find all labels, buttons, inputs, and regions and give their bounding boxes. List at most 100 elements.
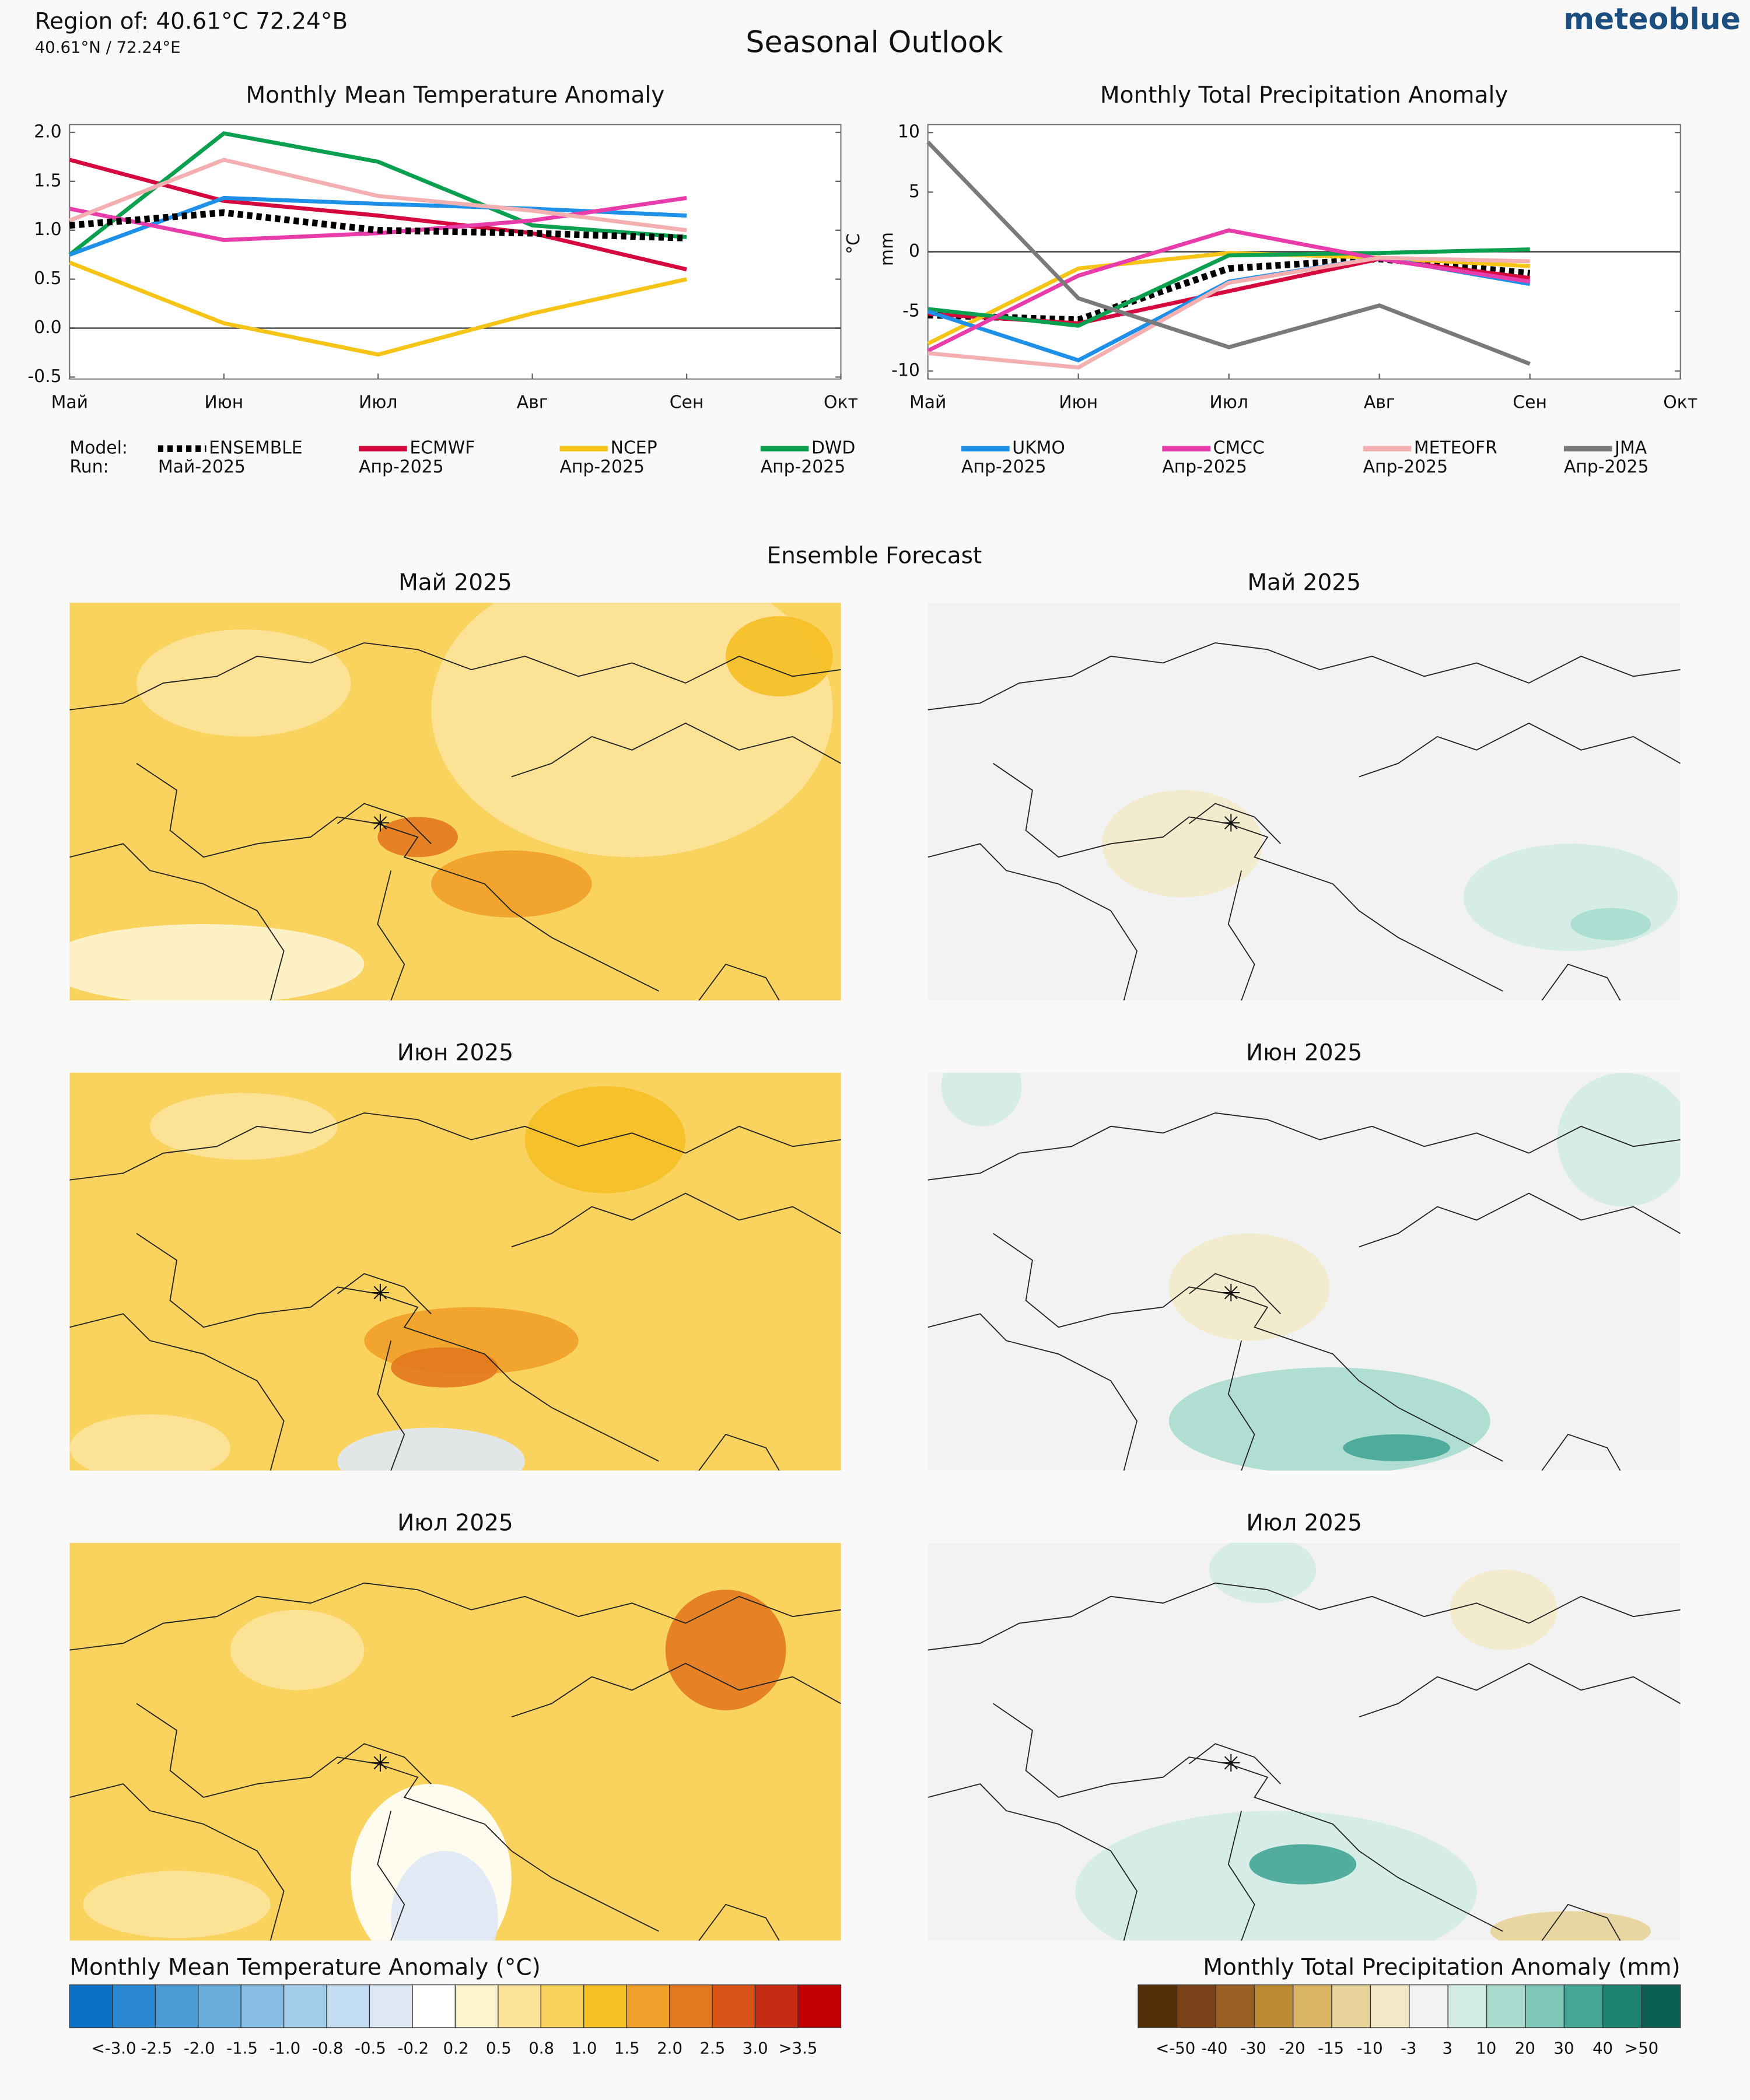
map: ✳ <box>69 603 841 1001</box>
colorbar-label: -1.5 <box>226 2039 258 2058</box>
legend-run: Апр-2025 <box>1162 457 1247 477</box>
y-tick-label: 0.5 <box>34 268 61 289</box>
colorbar-label: -2.0 <box>184 2039 215 2058</box>
site-marker: ✳ <box>1221 1749 1241 1777</box>
x-tick-label: Июн <box>1059 393 1098 413</box>
colorbar-label: <-50 <box>1156 2039 1195 2058</box>
y-tick-label: 1.0 <box>34 219 61 240</box>
series-line <box>69 209 687 242</box>
map-title: Май 2025 <box>1247 570 1361 596</box>
x-tick-label: Окт <box>824 393 858 413</box>
legend-run: Апр-2025 <box>1564 457 1648 477</box>
map: ✳ <box>928 1542 1681 1941</box>
map-field <box>337 1427 525 1471</box>
x-tick-label: Июл <box>359 393 397 413</box>
colorbar-label: 1.0 <box>572 2039 597 2058</box>
legend-name: METEOFR <box>1414 438 1497 459</box>
series-line <box>69 158 687 272</box>
legend-run: Апр-2025 <box>1363 457 1448 477</box>
colorbar-label: 10 <box>1476 2039 1496 2058</box>
map-field <box>665 1590 786 1710</box>
y-tick-label: 1.5 <box>34 170 61 191</box>
x-tick-label: Июл <box>1209 393 1248 413</box>
colorbar-swatch <box>1331 1984 1371 2028</box>
run-label: Run: <box>69 457 108 477</box>
colorbar-swatch <box>668 1984 713 2028</box>
map-field <box>1168 1233 1330 1341</box>
map-field <box>1490 1911 1651 1941</box>
chart-title: Monthly Mean Temperature Anomaly <box>246 82 664 108</box>
colorbar-label: -40 <box>1201 2039 1227 2058</box>
map: ✳ <box>69 1073 841 1471</box>
series-line <box>927 228 1531 353</box>
x-tick-label: Окт <box>1663 393 1698 413</box>
colorbar-swatch <box>283 1984 327 2028</box>
series-line <box>68 131 687 257</box>
map-field <box>1343 1434 1450 1461</box>
colorbar-swatch <box>1138 1984 1178 2028</box>
y-tick-label: -5 <box>902 300 920 321</box>
map-field <box>1075 1811 1477 1941</box>
legend-run: Май-2025 <box>158 457 246 477</box>
map-field <box>726 616 833 696</box>
legend-run: Апр-2025 <box>761 457 845 477</box>
map-title: Июл 2025 <box>397 1510 513 1536</box>
legend-run: Апр-2025 <box>559 457 644 477</box>
series-line <box>69 260 687 357</box>
map-field <box>1168 1367 1490 1471</box>
map-field <box>150 1093 338 1160</box>
plot-frame <box>69 124 842 380</box>
legend-run: Апр-2025 <box>961 457 1046 477</box>
colorbar-swatch <box>155 1984 199 2028</box>
colorbar-swatch <box>198 1984 242 2028</box>
colorbar-label: 0.2 <box>443 2039 469 2058</box>
colorbar-title: Monthly Mean Temperature Anomaly (°C) <box>69 1954 540 1980</box>
colorbar-label: 2.5 <box>700 2039 726 2058</box>
x-tick-label: Май <box>909 393 946 413</box>
colorbar-swatch <box>454 1984 499 2028</box>
colorbar-swatch <box>1525 1984 1565 2028</box>
x-tick-label: Авг <box>517 393 548 413</box>
colorbar-label: 0.8 <box>528 2039 554 2058</box>
colorbar-swatch <box>1563 1984 1604 2028</box>
series-line <box>926 141 1531 366</box>
colorbar-label: >3.5 <box>779 2039 818 2058</box>
legend-name: ECMWF <box>410 438 475 459</box>
map-field <box>391 1347 498 1388</box>
colorbar-swatch <box>1176 1984 1216 2028</box>
model-label: Model: <box>69 438 128 459</box>
x-tick-label: Сен <box>1513 393 1547 413</box>
y-tick-label: 0.0 <box>34 317 61 338</box>
x-tick-label: Июн <box>204 393 243 413</box>
y-tick-label: 2.0 <box>34 121 61 142</box>
colorbar-title: Monthly Total Precipitation Anomaly (mm) <box>1203 1954 1680 1980</box>
colorbar-label: -30 <box>1240 2039 1266 2058</box>
legend-name: ENSEMBLE <box>209 438 303 459</box>
map-field <box>431 850 592 918</box>
legend-run: Апр-2025 <box>359 457 443 477</box>
y-label: mm <box>877 232 897 266</box>
colorbar-swatch <box>69 1984 113 2028</box>
colorbar-label: 2.0 <box>657 2039 682 2058</box>
colorbar-swatch <box>1602 1984 1642 2028</box>
map: ✳ <box>928 603 1681 1001</box>
x-tick-label: Сен <box>670 393 704 413</box>
map-field <box>941 1073 1022 1126</box>
colorbar-swatch <box>754 1984 799 2028</box>
colorbar-swatch <box>1486 1984 1526 2028</box>
colorbar-swatch <box>1447 1984 1488 2028</box>
map-title: Май 2025 <box>398 570 512 596</box>
x-tick-label: Май <box>51 393 88 413</box>
brand: meteoblue <box>1563 2 1741 36</box>
colorbar-swatch <box>240 1984 285 2028</box>
region: Region of: 40.61°C 72.24°B <box>35 9 348 35</box>
map: ✳ <box>69 1542 841 1941</box>
colorbar-swatch <box>369 1984 413 2028</box>
map-field <box>1249 1844 1357 1885</box>
colorbar-swatch <box>1409 1984 1448 2028</box>
colorbar-label: -3 <box>1401 2039 1416 2058</box>
legend-name: CMCC <box>1213 438 1265 459</box>
map: ✳ <box>928 1073 1681 1471</box>
colorbar-label: -2.5 <box>141 2039 173 2058</box>
